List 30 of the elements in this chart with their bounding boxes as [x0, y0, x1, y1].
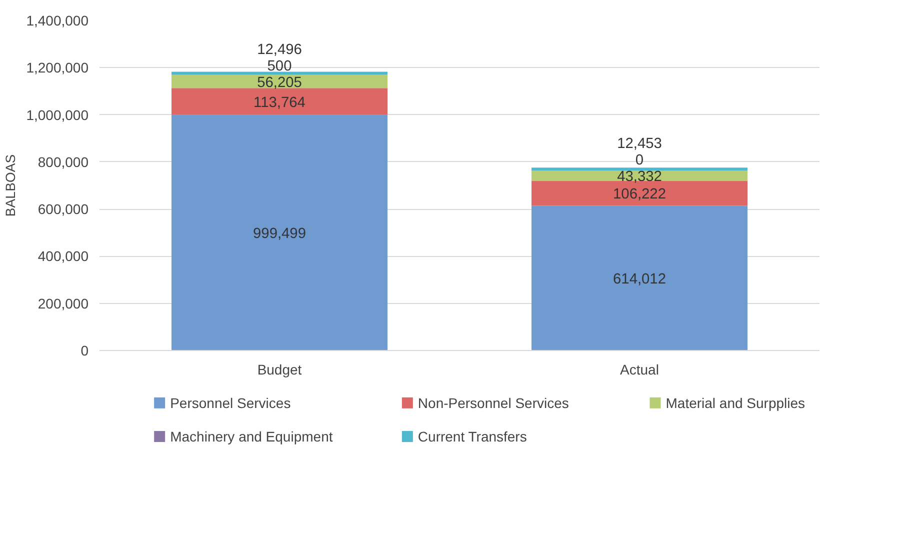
legend-label: Current Transfers: [418, 428, 527, 444]
data-label: 12,496: [257, 42, 302, 58]
bar: [172, 74, 388, 88]
bar: [532, 168, 748, 171]
y-tick-label: 400,000: [38, 248, 89, 264]
data-label: 12,453: [617, 136, 662, 152]
data-label: 500: [267, 58, 292, 74]
bar: [172, 88, 388, 115]
y-axis-title: BALBOAS: [3, 154, 18, 217]
data-label: 106,222: [613, 186, 666, 203]
y-tick-label: 800,000: [38, 154, 89, 170]
data-label: 999,499: [253, 226, 306, 242]
data-label: 113,764: [254, 94, 306, 111]
legend-label: Material and Surpplies: [666, 394, 806, 411]
y-tick-label: 600,000: [38, 201, 89, 218]
data-label: 614,012: [613, 272, 666, 288]
bar: [172, 114, 388, 350]
y-tick-label: 0: [80, 342, 89, 358]
legend-label: Machinery and Equipment: [170, 428, 333, 444]
x-tick-label: Actual: [620, 362, 659, 378]
legend-label: Personnel Services: [170, 394, 291, 411]
legend-label: Non-Personnel Services: [418, 394, 569, 411]
x-tick-label: Budget: [257, 362, 302, 378]
bar: [532, 206, 748, 350]
y-tick-label: 1,000,000: [26, 106, 89, 123]
y-tick-label: 200,000: [38, 295, 89, 312]
data-label: 0: [635, 152, 644, 169]
y-tick-label: 1,200,000: [26, 60, 89, 76]
data-label: 56,205: [257, 74, 302, 91]
y-tick-label: 1,400,000: [26, 12, 89, 28]
